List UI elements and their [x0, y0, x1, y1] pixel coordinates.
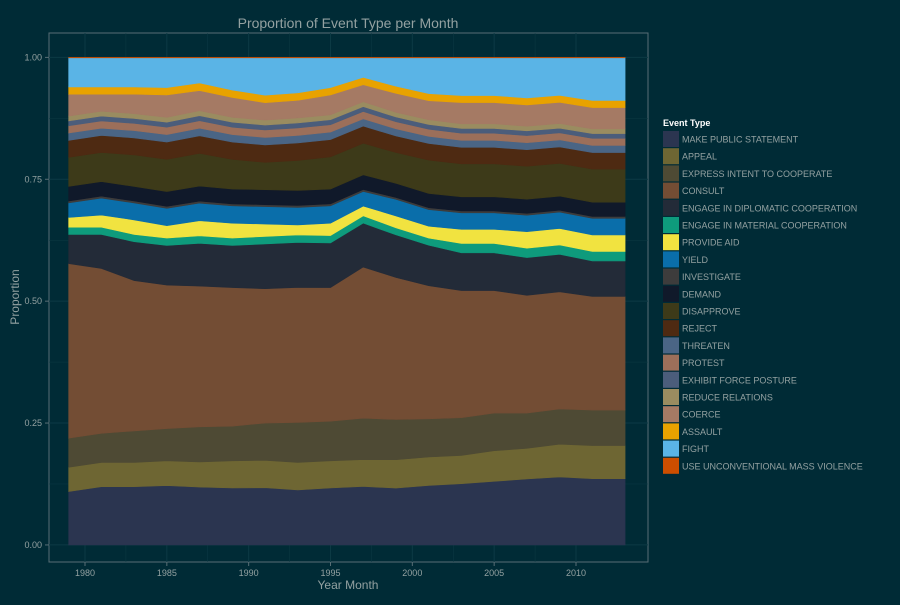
legend-swatch [663, 199, 679, 216]
legend-swatch [663, 389, 679, 405]
legend-items: MAKE PUBLIC STATEMENT APPEAL EXPRESS INTEN… [663, 131, 863, 474]
legend-item-appeal: APPEAL [663, 148, 717, 165]
legend-swatch [663, 337, 679, 354]
legend-label: EXPRESS INTENT TO COOPERATE [682, 169, 832, 179]
stacked-areas [68, 57, 626, 546]
legend-title: Event Type [663, 118, 710, 128]
x-tick-label: 2010 [566, 568, 586, 578]
legend-label: FIGHT [682, 444, 709, 454]
legend-label: YIELD [682, 255, 709, 265]
legend-label: REDUCE RELATIONS [682, 393, 773, 403]
legend-swatch [663, 182, 679, 199]
legend-swatch [663, 217, 679, 233]
legend-swatch [663, 354, 679, 371]
legend-label: CONSULT [682, 186, 725, 196]
x-tick-label: 1990 [239, 568, 259, 578]
legend-label: ENGAGE IN MATERIAL COOPERATION [682, 221, 847, 231]
legend-item-yield: YIELD [663, 251, 709, 268]
legend-item-coerce: COERCE [663, 406, 721, 423]
legend-swatch [663, 303, 679, 319]
legend-item-demand: DEMAND [663, 285, 722, 302]
legend-swatch [663, 320, 679, 337]
legend-label: PROTEST [682, 358, 725, 368]
chart-title: Proportion of Event Type per Month [238, 15, 459, 31]
legend-swatch [663, 165, 679, 182]
legend-item-investigate: INVESTIGATE [663, 268, 741, 285]
legend-label: MAKE PUBLIC STATEMENT [682, 135, 799, 145]
legend-label: COERCE [682, 410, 721, 420]
legend-swatch [663, 148, 679, 165]
x-axis-title: Year Month [318, 578, 379, 592]
legend-item-assault: ASSAULT [663, 423, 723, 440]
x-tick-label: 1995 [320, 568, 340, 578]
legend-label: EXHIBIT FORCE POSTURE [682, 375, 797, 385]
legend-item-exhibit-force-posture: EXHIBIT FORCE POSTURE [663, 371, 797, 388]
legend-label: INVESTIGATE [682, 272, 741, 282]
legend-label: ENGAGE IN DIPLOMATIC COOPERATION [682, 203, 857, 213]
x-axis: 1980 1985 1990 1995 2000 2005 2010 [75, 562, 586, 578]
legend-item-fight: FIGHT [663, 440, 709, 457]
area-use-unconventional-mass-violence [68, 57, 626, 59]
x-tick-label: 1980 [75, 568, 95, 578]
legend-item-threaten: THREATEN [663, 337, 730, 354]
legend-label: ASSAULT [682, 427, 723, 437]
legend-swatch [663, 406, 679, 423]
legend-swatch [663, 234, 679, 251]
legend-swatch [663, 423, 679, 440]
y-tick-label: 1.00 [24, 52, 42, 62]
legend-item-express-intent-to-cooperate: EXPRESS INTENT TO COOPERATE [663, 165, 832, 182]
legend-label: THREATEN [682, 341, 730, 351]
y-axis-title: Proportion [8, 269, 22, 324]
legend-swatch [663, 440, 679, 457]
legend-swatch [663, 371, 679, 388]
y-tick-label: 0.25 [24, 418, 42, 428]
legend-label: APPEAL [682, 152, 717, 162]
legend-swatch [663, 457, 679, 474]
legend-swatch [663, 268, 679, 285]
legend-swatch [663, 285, 679, 302]
legend-label: PROVIDE AID [682, 238, 740, 248]
legend-item-consult: CONSULT [663, 182, 725, 199]
y-tick-label: 0.50 [24, 296, 42, 306]
legend-label: DEMAND [682, 289, 722, 299]
legend-item-protest: PROTEST [663, 354, 725, 371]
x-tick-label: 2005 [484, 568, 504, 578]
legend-item-make-public-statement: MAKE PUBLIC STATEMENT [663, 131, 799, 147]
legend-item-disapprove: DISAPPROVE [663, 303, 741, 319]
legend-item-reduce-relations: REDUCE RELATIONS [663, 389, 773, 405]
y-tick-label: 0.00 [24, 540, 42, 550]
legend: Event Type MAKE PUBLIC STATEMENT APPEAL EX… [663, 118, 863, 474]
legend-item-reject: REJECT [663, 320, 718, 337]
legend-item-engage-in-material-cooperation: ENGAGE IN MATERIAL COOPERATION [663, 217, 847, 233]
legend-item-provide-aid: PROVIDE AID [663, 234, 740, 251]
x-tick-label: 1985 [157, 568, 177, 578]
y-axis: 0.00 0.25 0.50 0.75 1.00 [24, 52, 49, 550]
legend-swatch [663, 131, 679, 147]
legend-item-engage-in-diplomatic-cooperation: ENGAGE IN DIPLOMATIC COOPERATION [663, 199, 857, 216]
legend-item-use-unconventional-mass-violence: USE UNCONVENTIONAL MASS VIOLENCE [663, 457, 863, 474]
legend-swatch [663, 251, 679, 268]
x-tick-label: 2000 [402, 568, 422, 578]
y-tick-label: 0.75 [24, 174, 42, 184]
legend-label: REJECT [682, 324, 718, 334]
legend-label: USE UNCONVENTIONAL MASS VIOLENCE [682, 461, 863, 471]
legend-label: DISAPPROVE [682, 307, 741, 317]
